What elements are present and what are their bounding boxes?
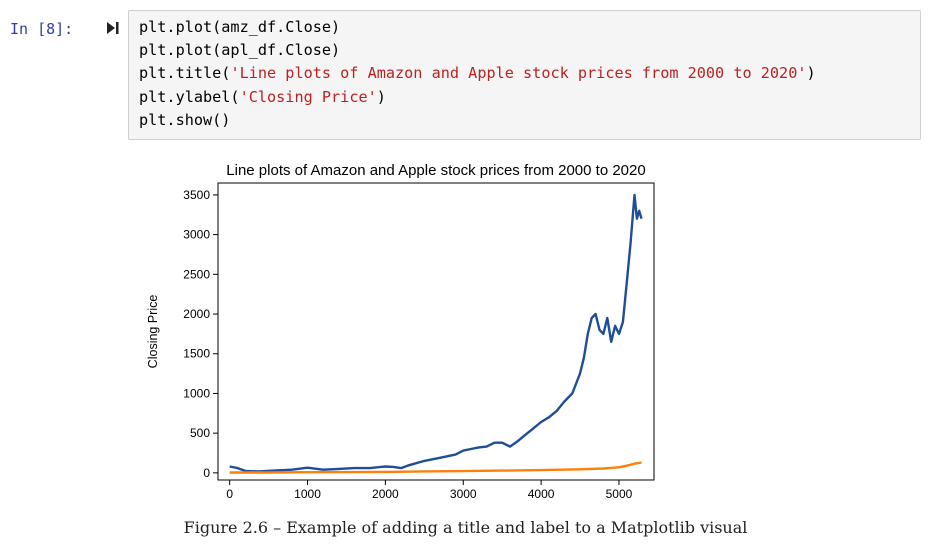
- y-tick-label-2500: 2500: [183, 267, 210, 281]
- x-tick-label-3000: 3000: [450, 487, 477, 501]
- series-line-2: [229, 461, 642, 474]
- x-tick-label-4000: 4000: [528, 487, 555, 501]
- code-line-3: plt.title('Line plots of Amazon and Appl…: [139, 64, 816, 83]
- code-line-2: plt.plot(apl_df.Close): [139, 41, 341, 60]
- y-tick-label-500: 500: [190, 426, 210, 440]
- run-step-icon[interactable]: [106, 20, 120, 36]
- output-line-chart: Line plots of Amazon and Apple stock pri…: [146, 162, 655, 501]
- code-line-1: plt.plot(amz_df.Close): [139, 18, 341, 36]
- figure-caption: Figure 2.6 – Example of adding a title a…: [183, 518, 748, 537]
- y-tick-label-1000: 1000: [183, 386, 210, 400]
- x-tick-label-2000: 2000: [372, 487, 399, 501]
- y-tick-label-3000: 3000: [183, 228, 210, 242]
- y-axis-label: Closing Price: [146, 295, 160, 369]
- x-tick-label-0: 0: [226, 487, 233, 501]
- code-cell[interactable]: plt.plot(amz_df.Close) plt.plot(apl_df.C…: [128, 10, 921, 140]
- cell-prompt: In [8]:: [10, 20, 74, 38]
- y-tick-label-1500: 1500: [183, 347, 210, 361]
- code-line-5: plt.show(): [139, 110, 231, 129]
- y-tick-label-2000: 2000: [183, 307, 210, 321]
- plot-frame: [217, 182, 655, 481]
- y-tick-label-3500: 3500: [183, 188, 210, 202]
- x-tick-label-1000: 1000: [294, 487, 321, 501]
- series-line-1: [229, 193, 643, 473]
- y-tick-label-0: 0: [203, 466, 210, 480]
- code-line-4: plt.ylabel('Closing Price'): [139, 87, 386, 106]
- chart-title: Line plots of Amazon and Apple stock pri…: [226, 162, 645, 179]
- x-tick-label-5000: 5000: [606, 487, 633, 501]
